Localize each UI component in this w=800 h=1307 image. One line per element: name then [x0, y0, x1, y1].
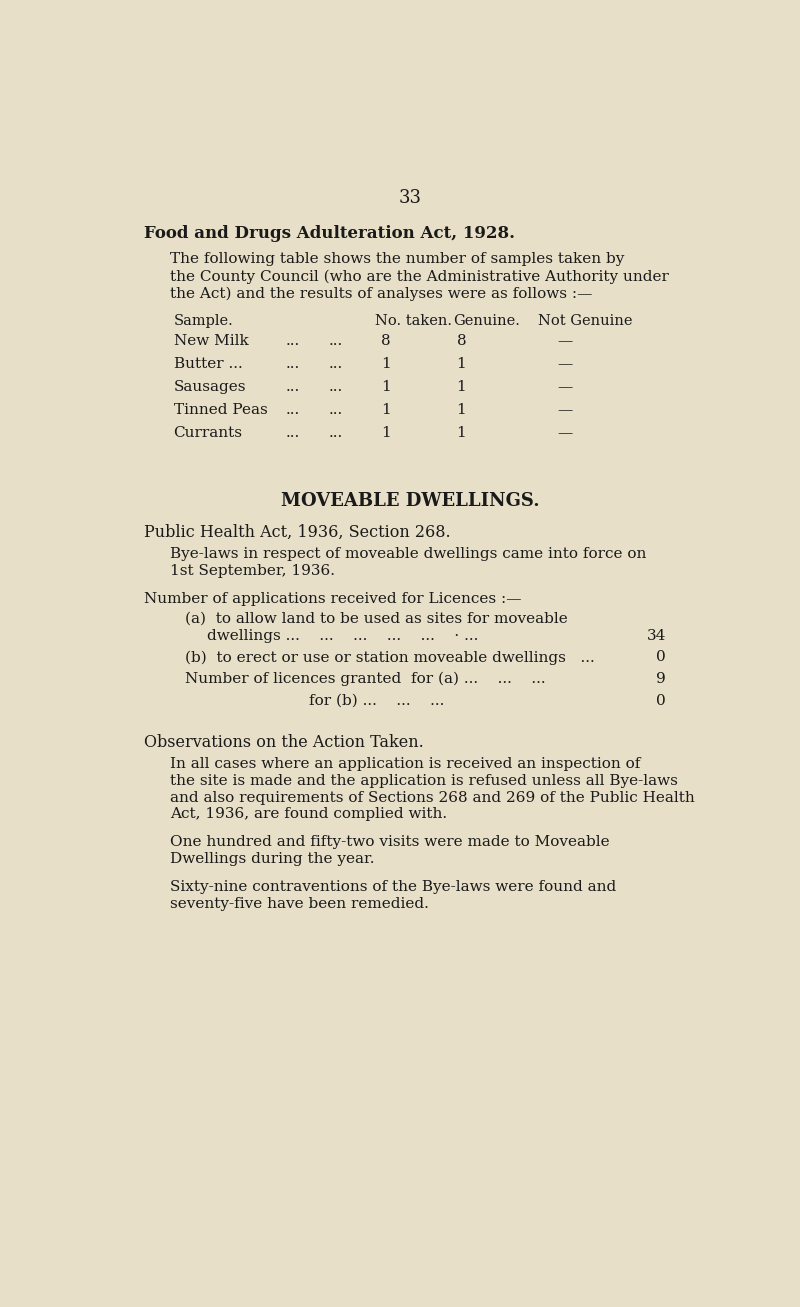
Text: and also requirements of Sections 268 and 269 of the Public Health: and also requirements of Sections 268 an…: [170, 791, 694, 805]
Text: Number of applications received for Licences :—: Number of applications received for Lice…: [144, 592, 522, 606]
Text: Sample.: Sample.: [174, 314, 234, 328]
Text: New Milk: New Milk: [174, 335, 248, 348]
Text: 9: 9: [656, 672, 666, 686]
Text: Sixty-nine contraventions of the Bye-laws were found and: Sixty-nine contraventions of the Bye-law…: [170, 880, 616, 894]
Text: 34: 34: [646, 629, 666, 643]
Text: 0: 0: [656, 694, 666, 707]
Text: 33: 33: [398, 190, 422, 208]
Text: the Act) and the results of analyses were as follows :—: the Act) and the results of analyses wer…: [170, 286, 592, 301]
Text: Butter ...: Butter ...: [174, 357, 242, 371]
Text: dwellings ...    ...    ...    ...    ...    · ...: dwellings ... ... ... ... ... · ...: [207, 629, 478, 643]
Text: Sausages: Sausages: [174, 380, 246, 395]
Text: —: —: [558, 357, 573, 371]
Text: In all cases where an application is received an inspection of: In all cases where an application is rec…: [170, 757, 640, 771]
Text: the site is made and the application is refused unless all Bye-laws: the site is made and the application is …: [170, 774, 678, 788]
Text: —: —: [558, 335, 573, 348]
Text: the County Council (who are the Administrative Authority under: the County Council (who are the Administ…: [170, 269, 669, 284]
Text: —: —: [558, 404, 573, 417]
Text: One hundred and fifty-two visits were made to Moveable: One hundred and fifty-two visits were ma…: [170, 835, 610, 850]
Text: ...: ...: [286, 335, 300, 348]
Text: 1: 1: [457, 404, 466, 417]
Text: 1: 1: [382, 357, 391, 371]
Text: ...: ...: [329, 380, 343, 395]
Text: 1: 1: [457, 426, 466, 440]
Text: Food and Drugs Adulteration Act, 1928.: Food and Drugs Adulteration Act, 1928.: [144, 225, 515, 242]
Text: No. taken.: No. taken.: [375, 314, 452, 328]
Text: ...: ...: [286, 404, 300, 417]
Text: 0: 0: [656, 651, 666, 664]
Text: Tinned Peas: Tinned Peas: [174, 404, 267, 417]
Text: 1: 1: [382, 404, 391, 417]
Text: ...: ...: [286, 380, 300, 395]
Text: Bye-laws in respect of moveable dwellings came into force on: Bye-laws in respect of moveable dwelling…: [170, 548, 646, 561]
Text: ...: ...: [329, 357, 343, 371]
Text: The following table shows the number of samples taken by: The following table shows the number of …: [170, 252, 624, 267]
Text: 1: 1: [382, 380, 391, 395]
Text: seventy-five have been remedied.: seventy-five have been remedied.: [170, 897, 429, 911]
Text: Public Health Act, 1936, Section 268.: Public Health Act, 1936, Section 268.: [144, 524, 451, 541]
Text: MOVEABLE DWELLINGS.: MOVEABLE DWELLINGS.: [281, 491, 539, 510]
Text: Not Genuine: Not Genuine: [538, 314, 632, 328]
Text: Dwellings during the year.: Dwellings during the year.: [170, 852, 374, 867]
Text: Currants: Currants: [174, 426, 242, 440]
Text: ...: ...: [286, 357, 300, 371]
Text: Observations on the Action Taken.: Observations on the Action Taken.: [144, 733, 424, 750]
Text: 8: 8: [382, 335, 391, 348]
Text: 1st September, 1936.: 1st September, 1936.: [170, 565, 334, 578]
Text: —: —: [558, 380, 573, 395]
Text: Genuine.: Genuine.: [453, 314, 519, 328]
Text: ...: ...: [329, 335, 343, 348]
Text: ...: ...: [286, 426, 300, 440]
Text: 1: 1: [457, 357, 466, 371]
Text: for (b) ...    ...    ...: for (b) ... ... ...: [310, 694, 445, 707]
Text: 8: 8: [457, 335, 466, 348]
Text: Act, 1936, are found complied with.: Act, 1936, are found complied with.: [170, 808, 447, 822]
Text: —: —: [558, 426, 573, 440]
Text: (a)  to allow land to be used as sites for moveable: (a) to allow land to be used as sites fo…: [186, 612, 568, 626]
Text: (b)  to erect or use or station moveable dwellings   ...: (b) to erect or use or station moveable …: [186, 651, 595, 665]
Text: ...: ...: [329, 404, 343, 417]
Text: ...: ...: [329, 426, 343, 440]
Text: 1: 1: [382, 426, 391, 440]
Text: 1: 1: [457, 380, 466, 395]
Text: Number of licences granted  for (a) ...    ...    ...: Number of licences granted for (a) ... .…: [186, 672, 546, 686]
